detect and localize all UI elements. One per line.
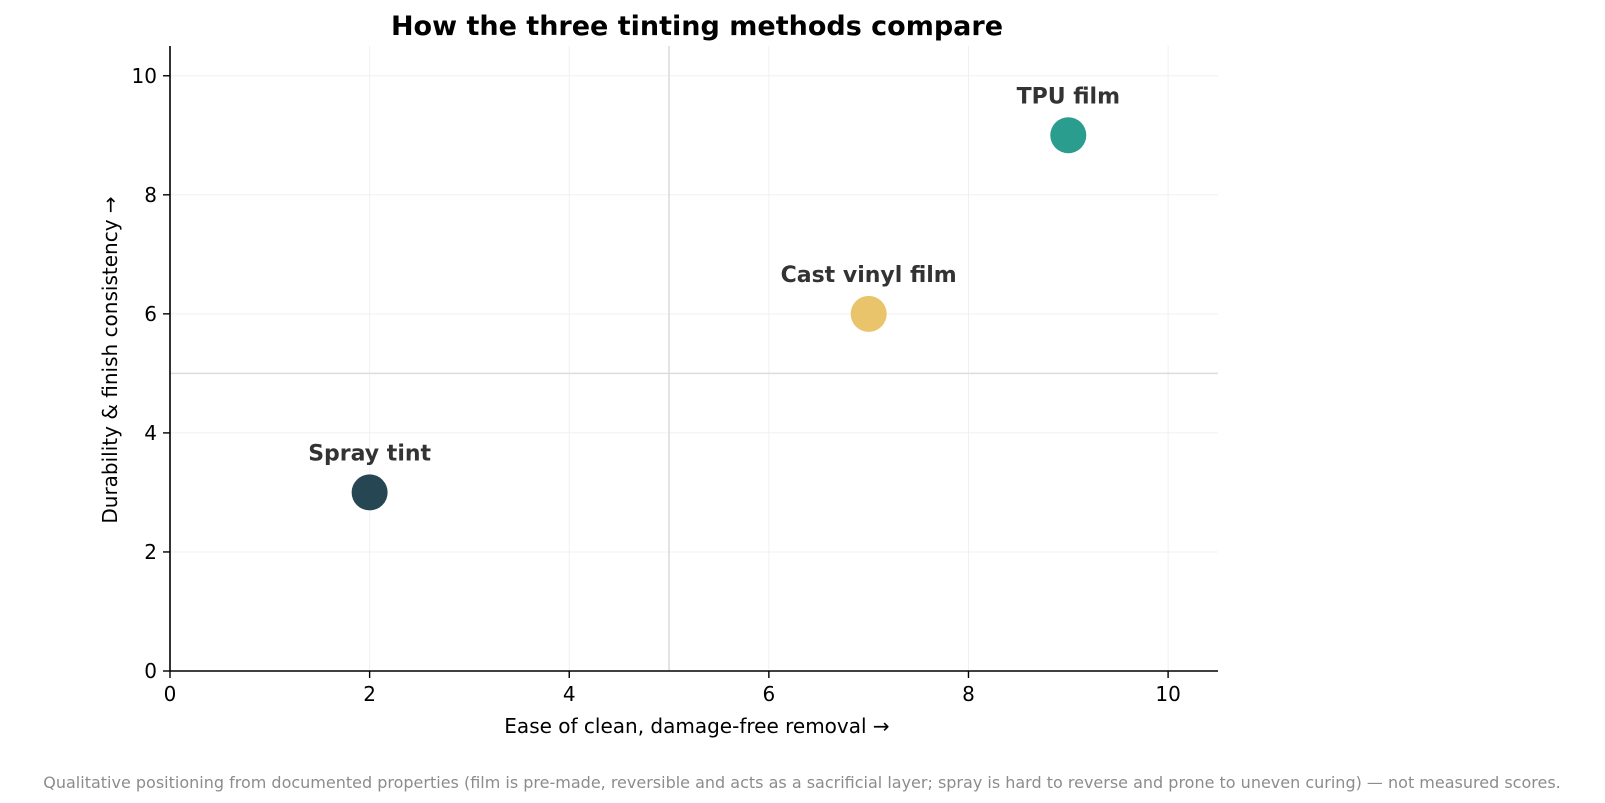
y-tick-label: 4 <box>144 421 157 445</box>
x-tick-label: 10 <box>1155 682 1180 706</box>
data-point <box>850 295 887 332</box>
x-tick-label: 2 <box>363 682 376 706</box>
axes <box>163 46 1218 678</box>
x-tick-label: 0 <box>164 682 177 706</box>
y-axis-label: Durability & finish consistency → <box>98 196 122 523</box>
data-point-label: TPU film <box>1017 84 1120 109</box>
data-point-label: Cast vinyl film <box>781 263 957 288</box>
y-tick-label: 2 <box>144 540 157 564</box>
x-tick-label: 4 <box>563 682 576 706</box>
chart-title: How the three tinting methods compare <box>391 11 1003 42</box>
x-axis-label: Ease of clean, damage-free removal → <box>504 714 889 738</box>
y-tick-label: 6 <box>144 302 157 326</box>
x-tick-label: 8 <box>962 682 975 706</box>
data-point <box>1050 117 1087 154</box>
data-point-label: Spray tint <box>308 441 431 466</box>
footnote: Qualitative positioning from documented … <box>43 773 1560 792</box>
y-tick-label: 10 <box>132 64 157 88</box>
data-point <box>351 474 388 511</box>
y-tick-label: 0 <box>144 659 157 683</box>
data-points: Spray tint Cast vinyl film TPU film <box>308 84 1120 511</box>
reference-lines <box>170 46 1218 671</box>
y-tick-label: 8 <box>144 183 157 207</box>
x-tick-label: 6 <box>762 682 775 706</box>
tick-labels: 0 2 4 6 8 10 0 2 4 6 8 10 <box>132 64 1181 706</box>
